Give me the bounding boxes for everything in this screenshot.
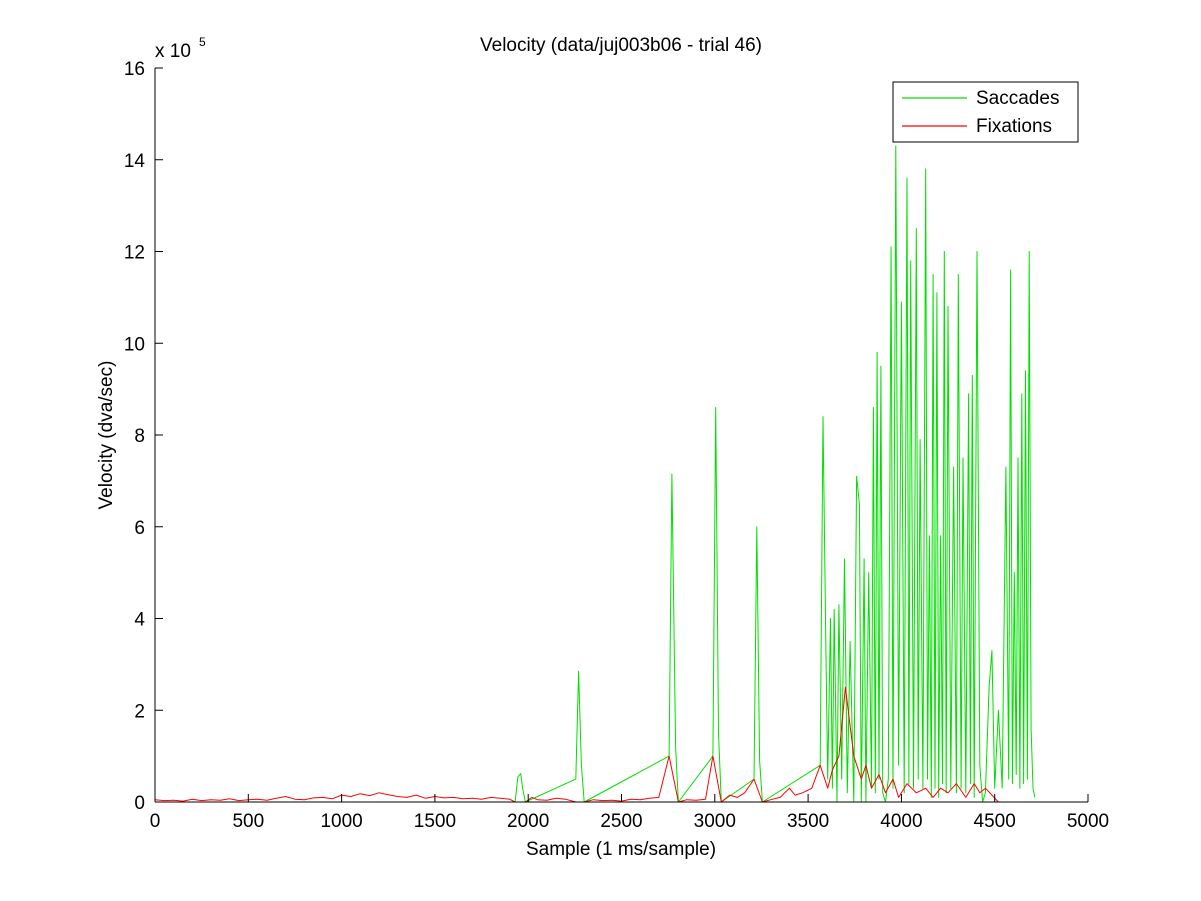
x-tick-label: 500 xyxy=(232,811,264,832)
y-tick-label: 12 xyxy=(124,243,145,264)
y-tick-label: 2 xyxy=(134,701,145,722)
legend-saccades-label: Saccades xyxy=(976,88,1059,109)
x-tick-label: 3500 xyxy=(787,811,829,832)
y-axis-label: Velocity (dva/sec) xyxy=(96,361,117,510)
x-tick-label: 3000 xyxy=(694,811,736,832)
series-line-fixations xyxy=(154,686,999,803)
y-exponent-base: x 10 xyxy=(155,41,191,62)
series-layer xyxy=(154,145,1036,803)
y-tick-label: 10 xyxy=(124,334,145,355)
x-tick-label: 2000 xyxy=(507,811,549,832)
x-tick-label: 2500 xyxy=(600,811,642,832)
x-axis-label: Sample (1 ms/sample) xyxy=(526,839,716,860)
legend: Saccades Fixations xyxy=(892,81,1079,143)
x-tick-label: 1500 xyxy=(414,811,456,832)
legend-box xyxy=(892,81,1079,143)
y-tick-label: 14 xyxy=(124,151,146,172)
x-tick-label: 0 xyxy=(150,811,161,832)
series-line-saccades xyxy=(514,145,1036,803)
x-tick-label: 4000 xyxy=(880,811,922,832)
legend-fixations-label: Fixations xyxy=(976,116,1052,137)
x-tick-label: 5000 xyxy=(1067,811,1109,832)
y-tick-label: 6 xyxy=(134,518,145,539)
y-exponent-power: 5 xyxy=(199,35,206,49)
chart-title: Velocity (data/juj003b06 - trial 46) xyxy=(480,35,762,56)
y-tick-label: 16 xyxy=(124,59,145,80)
x-tick-label: 1000 xyxy=(320,811,362,832)
y-tick-label: 8 xyxy=(134,426,145,447)
y-tick-label: 0 xyxy=(134,793,145,814)
axes-layer: 0 500 1000 1500 2000 2500 3000 3500 4000 4500 5000… xyxy=(124,59,1109,832)
x-tick-label: 4500 xyxy=(974,811,1016,832)
y-tick-label: 4 xyxy=(134,610,145,631)
